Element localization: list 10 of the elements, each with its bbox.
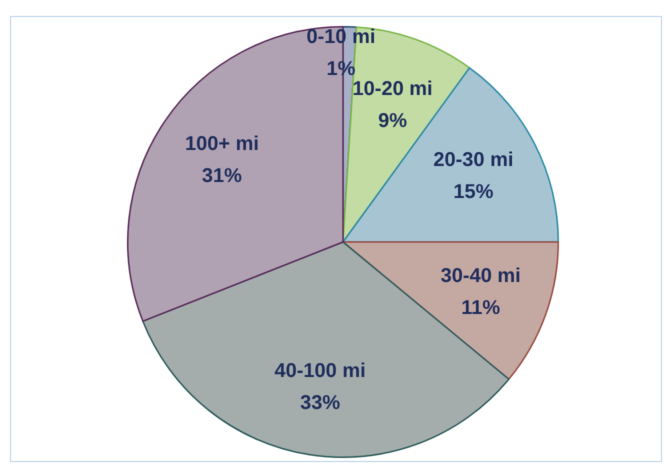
- data-label: 31%: [202, 165, 242, 188]
- data-label: 15%: [453, 181, 494, 204]
- slice-label: 30-40 mi: [440, 265, 521, 288]
- slice-label: 100+ mi: [184, 133, 259, 156]
- data-label: 33%: [300, 392, 340, 414]
- slice-label: 10-20 mi: [352, 78, 433, 100]
- slice-label: 40-100 mi: [274, 360, 366, 382]
- data-label: 11%: [461, 297, 500, 320]
- slice-label: 20-30 mi: [433, 149, 514, 172]
- data-label: 9%: [378, 110, 408, 132]
